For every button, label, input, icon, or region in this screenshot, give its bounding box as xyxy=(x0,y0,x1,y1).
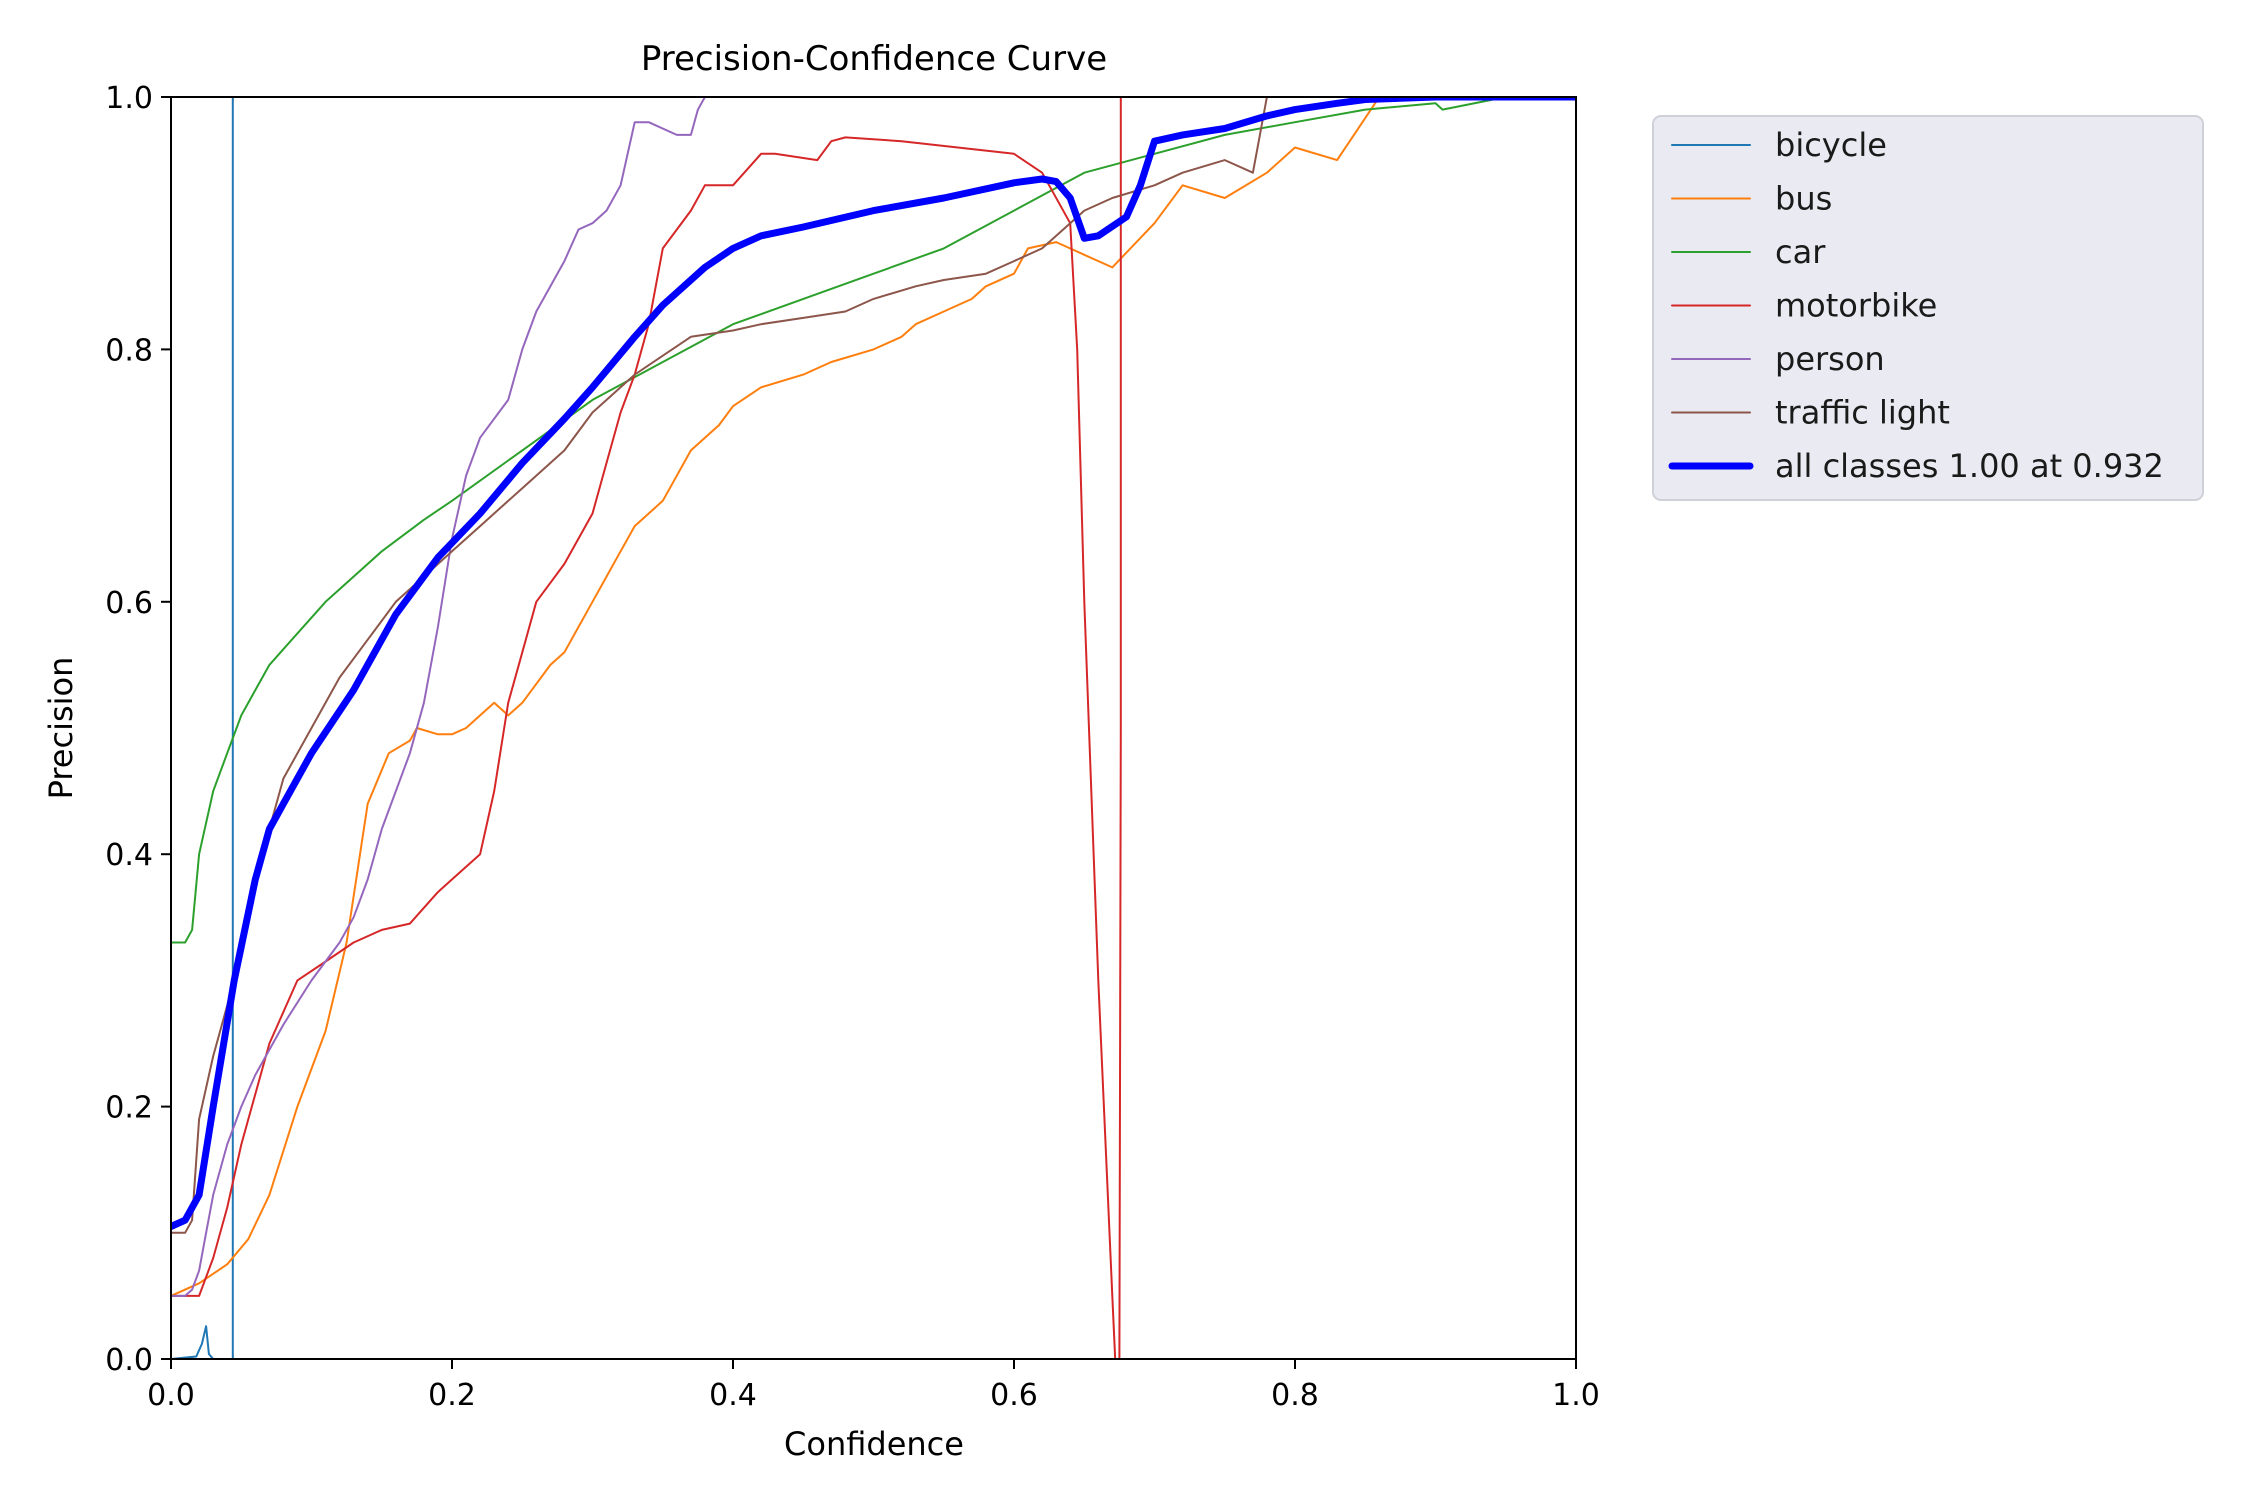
x-tick-label: 0.2 xyxy=(428,1378,476,1413)
x-axis-ticks: 0.0 0.2 0.4 0.6 0.8 1.0 xyxy=(147,1359,1600,1413)
y-tick-label: 0.0 xyxy=(105,1343,153,1378)
legend-label-bicycle: bicycle xyxy=(1775,126,1887,164)
x-tick-label: 1.0 xyxy=(1552,1378,1600,1413)
legend-label-person: person xyxy=(1775,340,1885,378)
y-tick-label: 1.0 xyxy=(105,81,153,116)
legend-label-all-classes-1-00-at-0-932: all classes 1.00 at 0.932 xyxy=(1775,447,2164,485)
plot-area xyxy=(170,96,1577,1360)
x-tick-label: 0.8 xyxy=(1271,1378,1319,1413)
legend: bicycle bus car motorbike person traffic ligh… xyxy=(1652,115,2204,501)
y-tick-label: 0.2 xyxy=(105,1091,153,1126)
series-line-person xyxy=(171,97,706,1297)
x-tick-label: 0.4 xyxy=(709,1378,757,1413)
y-tick-label: 0.4 xyxy=(105,838,153,873)
y-tick-label: 0.8 xyxy=(105,333,153,368)
legend-frame xyxy=(1652,115,2204,501)
legend-label-motorbike: motorbike xyxy=(1775,287,1937,325)
legend-label-traffic-light: traffic light xyxy=(1775,394,1950,432)
series-layer xyxy=(171,97,1576,1359)
legend-label-bus: bus xyxy=(1775,180,1832,218)
legend-label-car: car xyxy=(1775,233,1826,271)
chart-title: Precision-Confidence Curve xyxy=(641,39,1107,79)
y-axis-ticks: 0.0 0.2 0.4 0.6 0.8 1.0 xyxy=(105,81,171,1378)
series-line-bicycle xyxy=(171,97,1576,1359)
series-line-bus xyxy=(171,97,1576,1297)
y-tick-label: 0.6 xyxy=(105,586,153,621)
y-axis-label: Precision xyxy=(42,657,80,800)
series-line-all-classes-1-00-at-0-932 xyxy=(171,97,1576,1230)
plot-frame xyxy=(170,96,1577,1360)
x-tick-label: 0.6 xyxy=(990,1378,1038,1413)
x-tick-label: 0.0 xyxy=(147,1378,195,1413)
legend-items: bicycle bus car motorbike person traffic ligh… xyxy=(1668,126,2164,485)
x-axis-label: Confidence xyxy=(784,1425,964,1463)
